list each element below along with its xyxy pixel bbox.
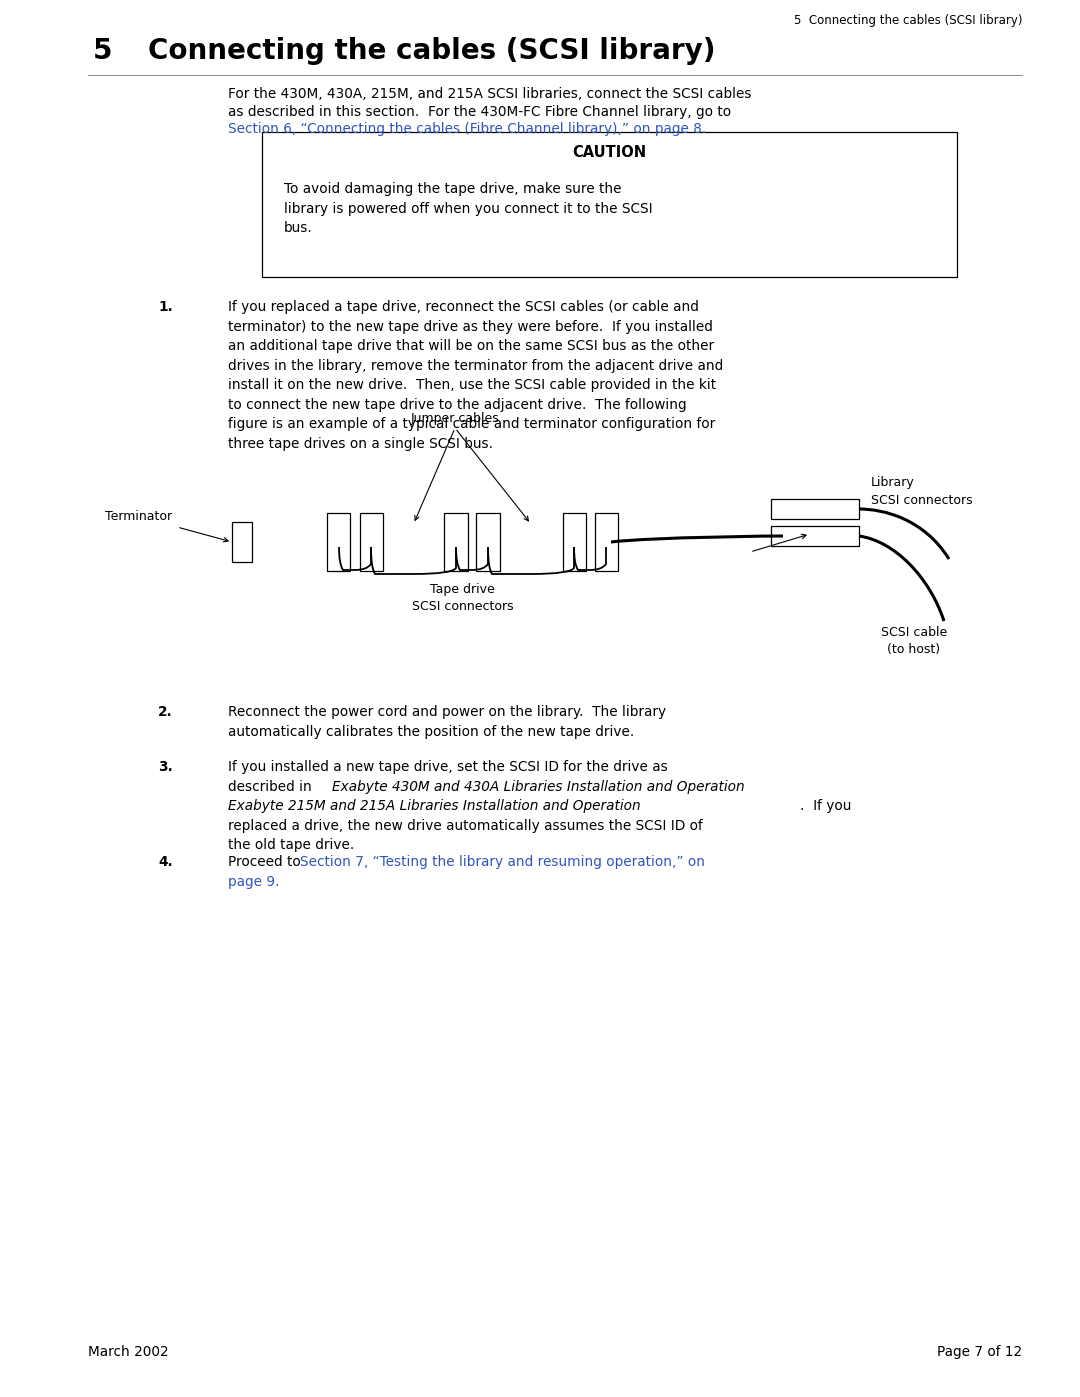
Text: library is powered off when you connect it to the SCSI: library is powered off when you connect …: [284, 201, 652, 215]
Text: Reconnect the power cord and power on the library.  The library: Reconnect the power cord and power on th…: [228, 705, 666, 719]
FancyBboxPatch shape: [262, 131, 957, 277]
Text: drives in the library, remove the terminator from the adjacent drive and: drives in the library, remove the termin…: [228, 359, 724, 373]
FancyBboxPatch shape: [563, 513, 585, 571]
FancyBboxPatch shape: [445, 513, 468, 571]
Text: 5  Connecting the cables (SCSI library): 5 Connecting the cables (SCSI library): [794, 14, 1022, 27]
FancyBboxPatch shape: [232, 522, 252, 562]
Text: If you replaced a tape drive, reconnect the SCSI cables (or cable and: If you replaced a tape drive, reconnect …: [228, 300, 699, 314]
Text: an additional tape drive that will be on the same SCSI bus as the other: an additional tape drive that will be on…: [228, 339, 714, 353]
FancyBboxPatch shape: [771, 527, 859, 546]
Text: To avoid damaging the tape drive, make sure the: To avoid damaging the tape drive, make s…: [284, 182, 621, 196]
Text: bus.: bus.: [284, 221, 313, 235]
Text: .  If you: . If you: [800, 799, 851, 813]
Text: as described in this section.  For the 430M-FC Fibre Channel library, go to: as described in this section. For the 43…: [228, 105, 731, 119]
Text: Section 7, “Testing the library and resuming operation,” on: Section 7, “Testing the library and resu…: [300, 855, 705, 869]
Text: figure is an example of a typical cable and terminator configuration for: figure is an example of a typical cable …: [228, 416, 715, 432]
Text: Jumper cables: Jumper cables: [410, 412, 499, 425]
FancyBboxPatch shape: [327, 513, 351, 571]
Text: SCSI cable: SCSI cable: [881, 626, 947, 638]
Text: automatically calibrates the position of the new tape drive.: automatically calibrates the position of…: [228, 725, 634, 739]
Text: replaced a drive, the new drive automatically assumes the SCSI ID of: replaced a drive, the new drive automati…: [228, 819, 703, 833]
Text: install it on the new drive.  Then, use the SCSI cable provided in the kit: install it on the new drive. Then, use t…: [228, 379, 716, 393]
Text: Page 7 of 12: Page 7 of 12: [936, 1345, 1022, 1359]
Text: Tape drive: Tape drive: [430, 583, 495, 597]
Text: If you installed a new tape drive, set the SCSI ID for the drive as: If you installed a new tape drive, set t…: [228, 760, 667, 774]
FancyBboxPatch shape: [360, 513, 382, 571]
FancyBboxPatch shape: [594, 513, 618, 571]
Text: Section 6, “Connecting the cables (Fibre Channel library),” on page 8.: Section 6, “Connecting the cables (Fibre…: [228, 122, 706, 136]
FancyBboxPatch shape: [771, 499, 859, 520]
Text: 3.: 3.: [158, 760, 173, 774]
Text: Proceed to: Proceed to: [228, 855, 306, 869]
Text: 5: 5: [93, 36, 112, 66]
Text: Library: Library: [870, 476, 915, 489]
Text: Terminator: Terminator: [105, 510, 172, 524]
Text: 2.: 2.: [158, 705, 173, 719]
Text: For the 430M, 430A, 215M, and 215A SCSI libraries, connect the SCSI cables: For the 430M, 430A, 215M, and 215A SCSI …: [228, 87, 752, 101]
Text: 1.: 1.: [158, 300, 173, 314]
Text: SCSI connectors: SCSI connectors: [870, 495, 973, 507]
Text: three tape drives on a single SCSI bus.: three tape drives on a single SCSI bus.: [228, 436, 492, 450]
Text: CAUTION: CAUTION: [572, 145, 647, 161]
FancyBboxPatch shape: [476, 513, 499, 571]
Text: Exabyte 430M and 430A Libraries Installation and Operation: Exabyte 430M and 430A Libraries Installa…: [332, 780, 744, 793]
Text: page 9.: page 9.: [228, 875, 280, 888]
Text: described in: described in: [228, 780, 316, 793]
Text: 4.: 4.: [158, 855, 173, 869]
Text: (to host): (to host): [888, 644, 941, 657]
Text: Connecting the cables (SCSI library): Connecting the cables (SCSI library): [148, 36, 715, 66]
Text: terminator) to the new tape drive as they were before.  If you installed: terminator) to the new tape drive as the…: [228, 320, 713, 334]
Text: the old tape drive.: the old tape drive.: [228, 838, 354, 852]
Text: SCSI connectors: SCSI connectors: [411, 601, 513, 613]
Text: Exabyte 215M and 215A Libraries Installation and Operation: Exabyte 215M and 215A Libraries Installa…: [228, 799, 640, 813]
Text: to connect the new tape drive to the adjacent drive.  The following: to connect the new tape drive to the adj…: [228, 398, 687, 412]
Text: March 2002: March 2002: [87, 1345, 168, 1359]
